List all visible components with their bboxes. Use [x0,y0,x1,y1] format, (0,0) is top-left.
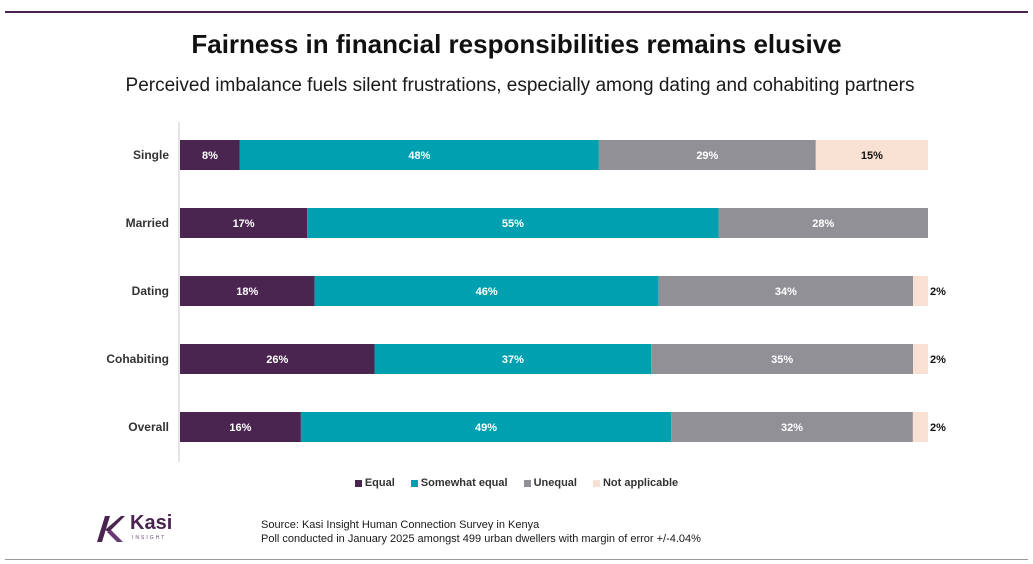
bar-segment [180,412,301,442]
logo-name: Kasi [130,512,173,534]
legend-label: Equal [364,477,395,489]
legend-item: Somewhat equal [410,477,508,489]
bar-segment [913,344,928,374]
legend-swatch [523,479,531,487]
legend-item: Unequal [523,477,577,489]
data-label: 35% [771,354,793,366]
data-label: 29% [696,150,718,162]
data-label: 34% [775,286,797,298]
legend-swatch [410,479,418,487]
legend-label: Somewhat equal [420,477,508,489]
category-label: Dating [132,284,169,298]
bar-segment [374,344,652,374]
data-label: 48% [408,150,430,162]
bar-segment [314,276,659,306]
data-label: 8% [202,150,218,162]
category-label: Single [133,148,169,162]
legend-label: Not applicable [602,477,679,489]
bar-segment [180,208,308,238]
data-label: 18% [236,286,258,298]
data-label: 49% [475,422,497,434]
data-label: 2% [930,286,946,298]
bar-segment [671,412,913,442]
bar-segment [912,412,928,442]
chart-subtitle: Perceived imbalance fuels silent frustra… [125,75,915,96]
bar-segment [180,276,315,306]
data-label: 26% [266,354,288,366]
chart-legend: Equal Somewhat equal Unequal Not applicable [0,477,1033,489]
data-label: 32% [781,422,803,434]
source-note: Source: Kasi Insight Human Connection Su… [261,518,701,546]
bar-segment [913,276,928,306]
legend-item: Not applicable [592,477,679,489]
bar-segment [658,276,914,306]
legend-swatch [354,479,362,487]
legend-item: Equal [354,477,395,489]
bar-segment [180,344,375,374]
bar-segment [307,208,719,238]
category-label: Cohabiting [106,352,169,366]
data-label: 37% [502,354,524,366]
data-label: 16% [229,422,251,434]
source-line-2: Poll conducted in January 2025 amongst 4… [261,533,701,545]
data-label: 15% [861,150,883,162]
bar-segment [718,208,928,238]
source-line-1: Source: Kasi Insight Human Connection Su… [261,519,540,531]
category-label: Married [126,216,169,230]
bar-segment [300,412,672,442]
legend-label: Unequal [533,477,577,489]
chart-title: Fairness in financial responsibilities r… [191,29,842,59]
bar-segment [651,344,914,374]
top-rule [5,11,1028,13]
bar-segment [180,140,240,170]
legend-swatch [592,479,600,487]
logo-subtext: INSIGHT [132,535,167,541]
category-label: Overall [128,420,169,434]
bar-segment [598,140,816,170]
data-label: 28% [812,218,834,230]
data-label: 17% [233,218,255,230]
bar-segment [239,140,599,170]
data-label: 2% [930,354,946,366]
kasi-logo-mark-icon [97,516,125,542]
data-label: 55% [502,218,524,230]
stacked-bar-chart: Single 8% 48% 29% 15% Married 17% 55% 28% Dating 1… [106,122,946,462]
bar-segment [815,140,928,170]
data-label: 2% [930,422,946,434]
bottom-rule [5,559,1028,560]
data-label: 46% [476,286,498,298]
kasi-logo: Kasi INSIGHT [95,512,185,544]
